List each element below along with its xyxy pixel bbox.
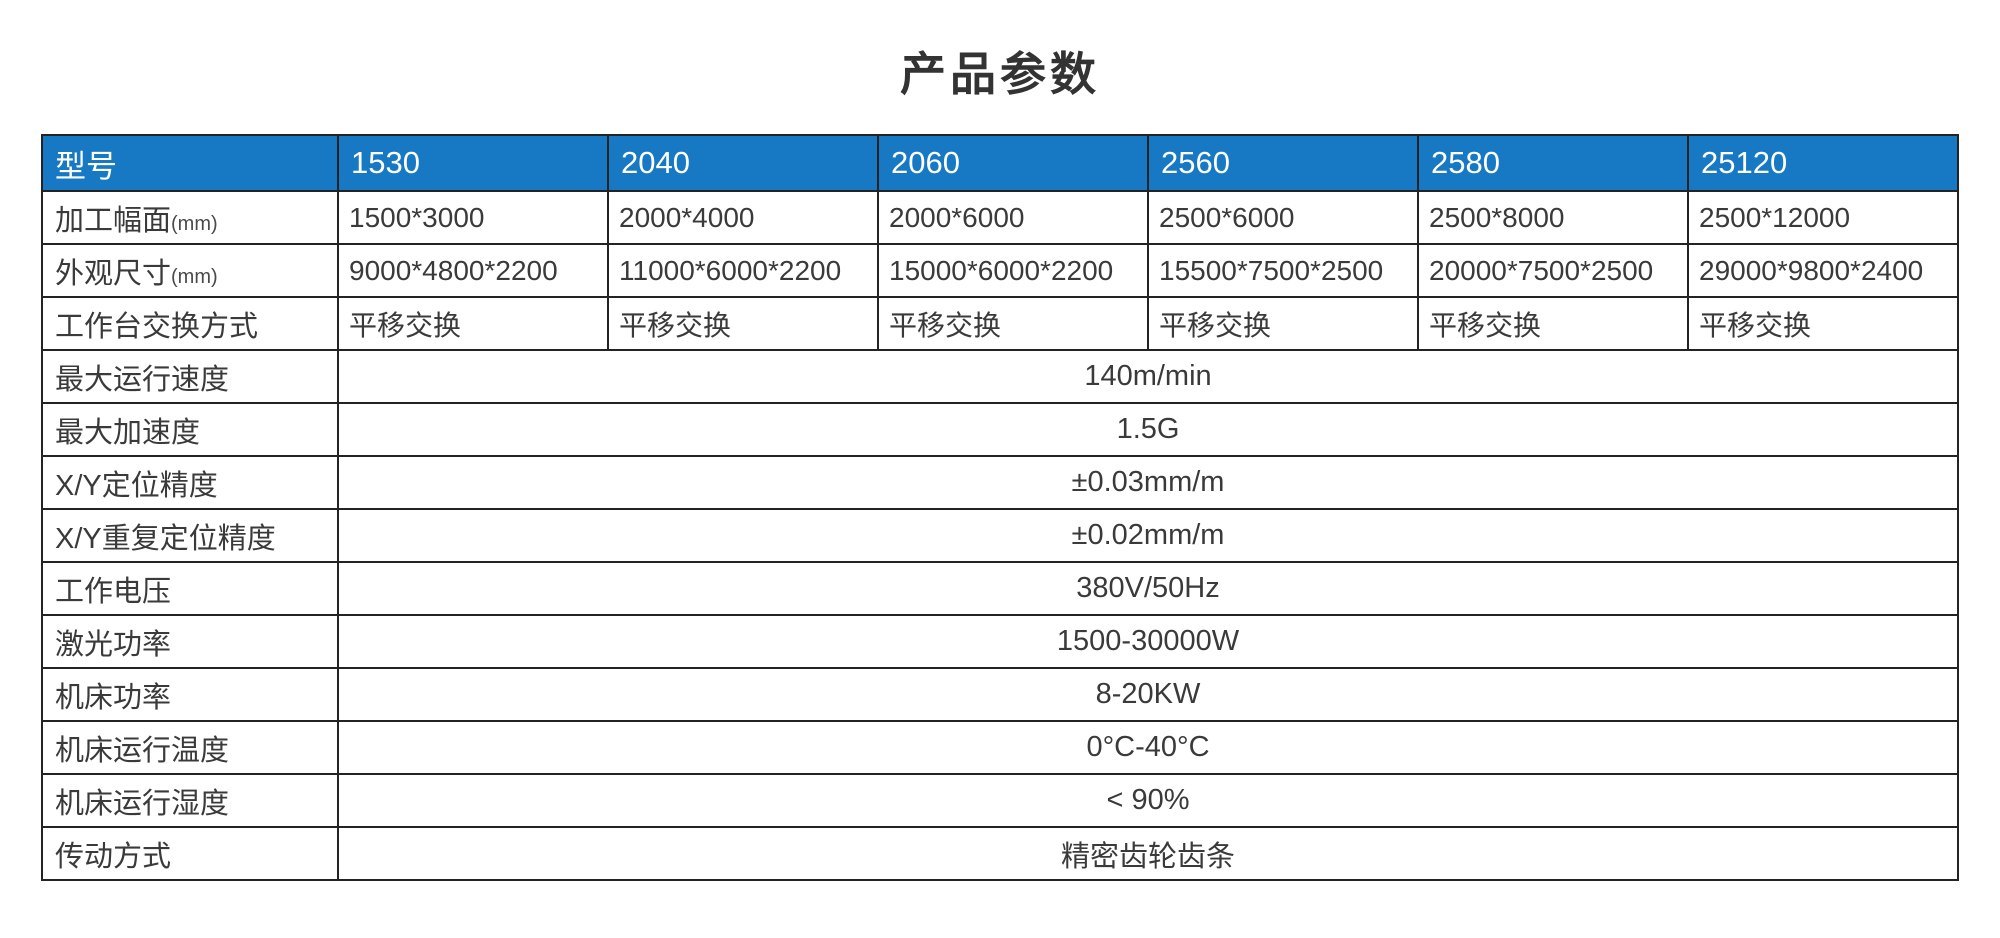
- value-cell: 29000*9800*2400: [1687, 243, 1959, 298]
- row-label-text: 工作台交换方式: [55, 310, 259, 343]
- row-label: 机床运行温度: [41, 720, 339, 775]
- value-cell: 2000*6000: [877, 190, 1149, 245]
- row-label: X/Y定位精度: [41, 455, 339, 510]
- value-cell: 15000*6000*2200: [877, 243, 1149, 298]
- table-header: 型号 1530 2040 2060 2560 2580 25120: [41, 134, 1959, 192]
- value-cell: 2500*12000: [1687, 190, 1959, 245]
- table-row: 工作台交换方式 平移交换 平移交换 平移交换 平移交换 平移交换 平移交换: [41, 296, 1959, 351]
- model-header-cell: 2580: [1417, 134, 1689, 192]
- value-cell: 平移交换: [1417, 296, 1689, 351]
- value-cell: 平移交换: [1147, 296, 1419, 351]
- value-cell: 1500*3000: [337, 190, 609, 245]
- row-label: X/Y重复定位精度: [41, 508, 339, 563]
- table-row: X/Y定位精度 ±0.03mm/m: [41, 455, 1959, 510]
- model-header-label: 型号: [41, 134, 339, 192]
- row-label: 工作电压: [41, 561, 339, 616]
- table-row: 机床运行温度 0°C-40°C: [41, 720, 1959, 775]
- table-row: 外观尺寸(mm) 9000*4800*2200 11000*6000*2200 150…: [41, 243, 1959, 298]
- merged-value-cell: 8-20KW: [337, 667, 1959, 722]
- table-header-row: 型号 1530 2040 2060 2560 2580 25120: [41, 134, 1959, 192]
- row-label: 机床功率: [41, 667, 339, 722]
- model-header-cell: 2040: [607, 134, 879, 192]
- table-row: 最大运行速度 140m/min: [41, 349, 1959, 404]
- value-cell: 11000*6000*2200: [607, 243, 879, 298]
- model-header-cell: 1530: [337, 134, 609, 192]
- row-label: 激光功率: [41, 614, 339, 669]
- value-cell: 平移交换: [1687, 296, 1959, 351]
- table-body: 加工幅面(mm) 1500*3000 2000*4000 2000*6000 2500*…: [41, 190, 1959, 881]
- value-cell: 2000*4000: [607, 190, 879, 245]
- value-cell: 平移交换: [877, 296, 1149, 351]
- merged-value-cell: ±0.03mm/m: [337, 455, 1959, 510]
- merged-value-cell: 1.5G: [337, 402, 1959, 457]
- row-label: 最大运行速度: [41, 349, 339, 404]
- merged-value-cell: 0°C-40°C: [337, 720, 1959, 775]
- table-row: 机床运行湿度 < 90%: [41, 773, 1959, 828]
- value-cell: 2500*8000: [1417, 190, 1689, 245]
- table-row: 最大加速度 1.5G: [41, 402, 1959, 457]
- value-cell: 平移交换: [607, 296, 879, 351]
- model-header-cell: 25120: [1687, 134, 1959, 192]
- page-title: 产品参数: [900, 48, 1100, 100]
- row-label-suffix: (mm): [171, 265, 218, 288]
- merged-value-cell: ±0.02mm/m: [337, 508, 1959, 563]
- merged-value-cell: 精密齿轮齿条: [337, 826, 1959, 881]
- merged-value-cell: 140m/min: [337, 349, 1959, 404]
- row-label: 传动方式: [41, 826, 339, 881]
- merged-value-cell: 380V/50Hz: [337, 561, 1959, 616]
- table-row: 激光功率 1500-30000W: [41, 614, 1959, 669]
- value-cell: 2500*6000: [1147, 190, 1419, 245]
- row-label-text: 加工幅面: [55, 204, 172, 237]
- value-cell: 20000*7500*2500: [1417, 243, 1689, 298]
- model-header-cell: 2060: [877, 134, 1149, 192]
- row-label-suffix: (mm): [171, 212, 218, 235]
- value-cell: 9000*4800*2200: [337, 243, 609, 298]
- product-parameters-table: 型号 1530 2040 2060 2560 2580 25120 加工幅面(mm) 1500…: [41, 134, 1959, 881]
- table-row: X/Y重复定位精度 ±0.02mm/m: [41, 508, 1959, 563]
- table-row: 加工幅面(mm) 1500*3000 2000*4000 2000*6000 2500*…: [41, 190, 1959, 245]
- merged-value-cell: 1500-30000W: [337, 614, 1959, 669]
- row-label-text: 外观尺寸: [55, 257, 172, 290]
- row-label: 最大加速度: [41, 402, 339, 457]
- value-cell: 平移交换: [337, 296, 609, 351]
- merged-value-cell: < 90%: [337, 773, 1959, 828]
- row-label: 机床运行湿度: [41, 773, 339, 828]
- value-cell: 15500*7500*2500: [1147, 243, 1419, 298]
- row-label: 外观尺寸(mm): [41, 243, 339, 298]
- row-label: 工作台交换方式: [41, 296, 339, 351]
- table-row: 机床功率 8-20KW: [41, 667, 1959, 722]
- model-header-cell: 2560: [1147, 134, 1419, 192]
- row-label: 加工幅面(mm): [41, 190, 339, 245]
- table-row: 传动方式 精密齿轮齿条: [41, 826, 1959, 881]
- table-row: 工作电压 380V/50Hz: [41, 561, 1959, 616]
